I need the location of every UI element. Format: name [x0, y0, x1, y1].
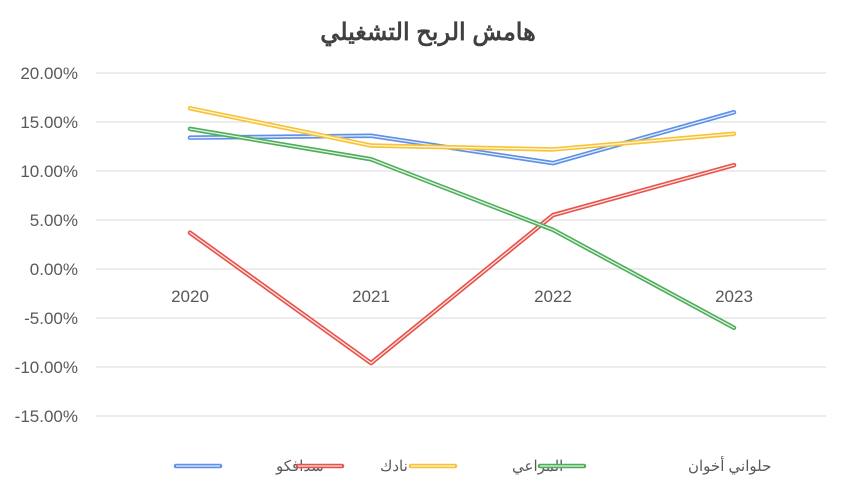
legend-label: المراعي: [512, 458, 563, 475]
x-tick-label: 2022: [534, 287, 572, 306]
x-tick-label: 2020: [171, 287, 209, 306]
legend-label: حلواني أخوان: [688, 456, 771, 475]
x-tick-label: 2023: [715, 287, 753, 306]
y-tick-label: 20.00%: [20, 64, 78, 83]
series-line-1: [187, 109, 737, 166]
y-tick-label: 10.00%: [20, 162, 78, 181]
y-tick-label: -5.00%: [24, 309, 78, 328]
series-line-highlight-4: [189, 128, 735, 329]
y-tick-label: -10.00%: [15, 358, 78, 377]
legend-label: نادك: [380, 458, 408, 475]
x-tick-label: 2021: [352, 287, 390, 306]
y-tick-label: 0.00%: [30, 260, 78, 279]
series-line-highlight-2: [189, 164, 735, 364]
series-line-4: [187, 126, 737, 331]
series-line-highlight-3: [189, 107, 735, 151]
y-tick-label: -15.00%: [15, 407, 78, 426]
chart-title: هامش الربح التشغيلي: [320, 19, 536, 46]
y-tick-label: 15.00%: [20, 113, 78, 132]
y-tick-label: 5.00%: [30, 211, 78, 230]
